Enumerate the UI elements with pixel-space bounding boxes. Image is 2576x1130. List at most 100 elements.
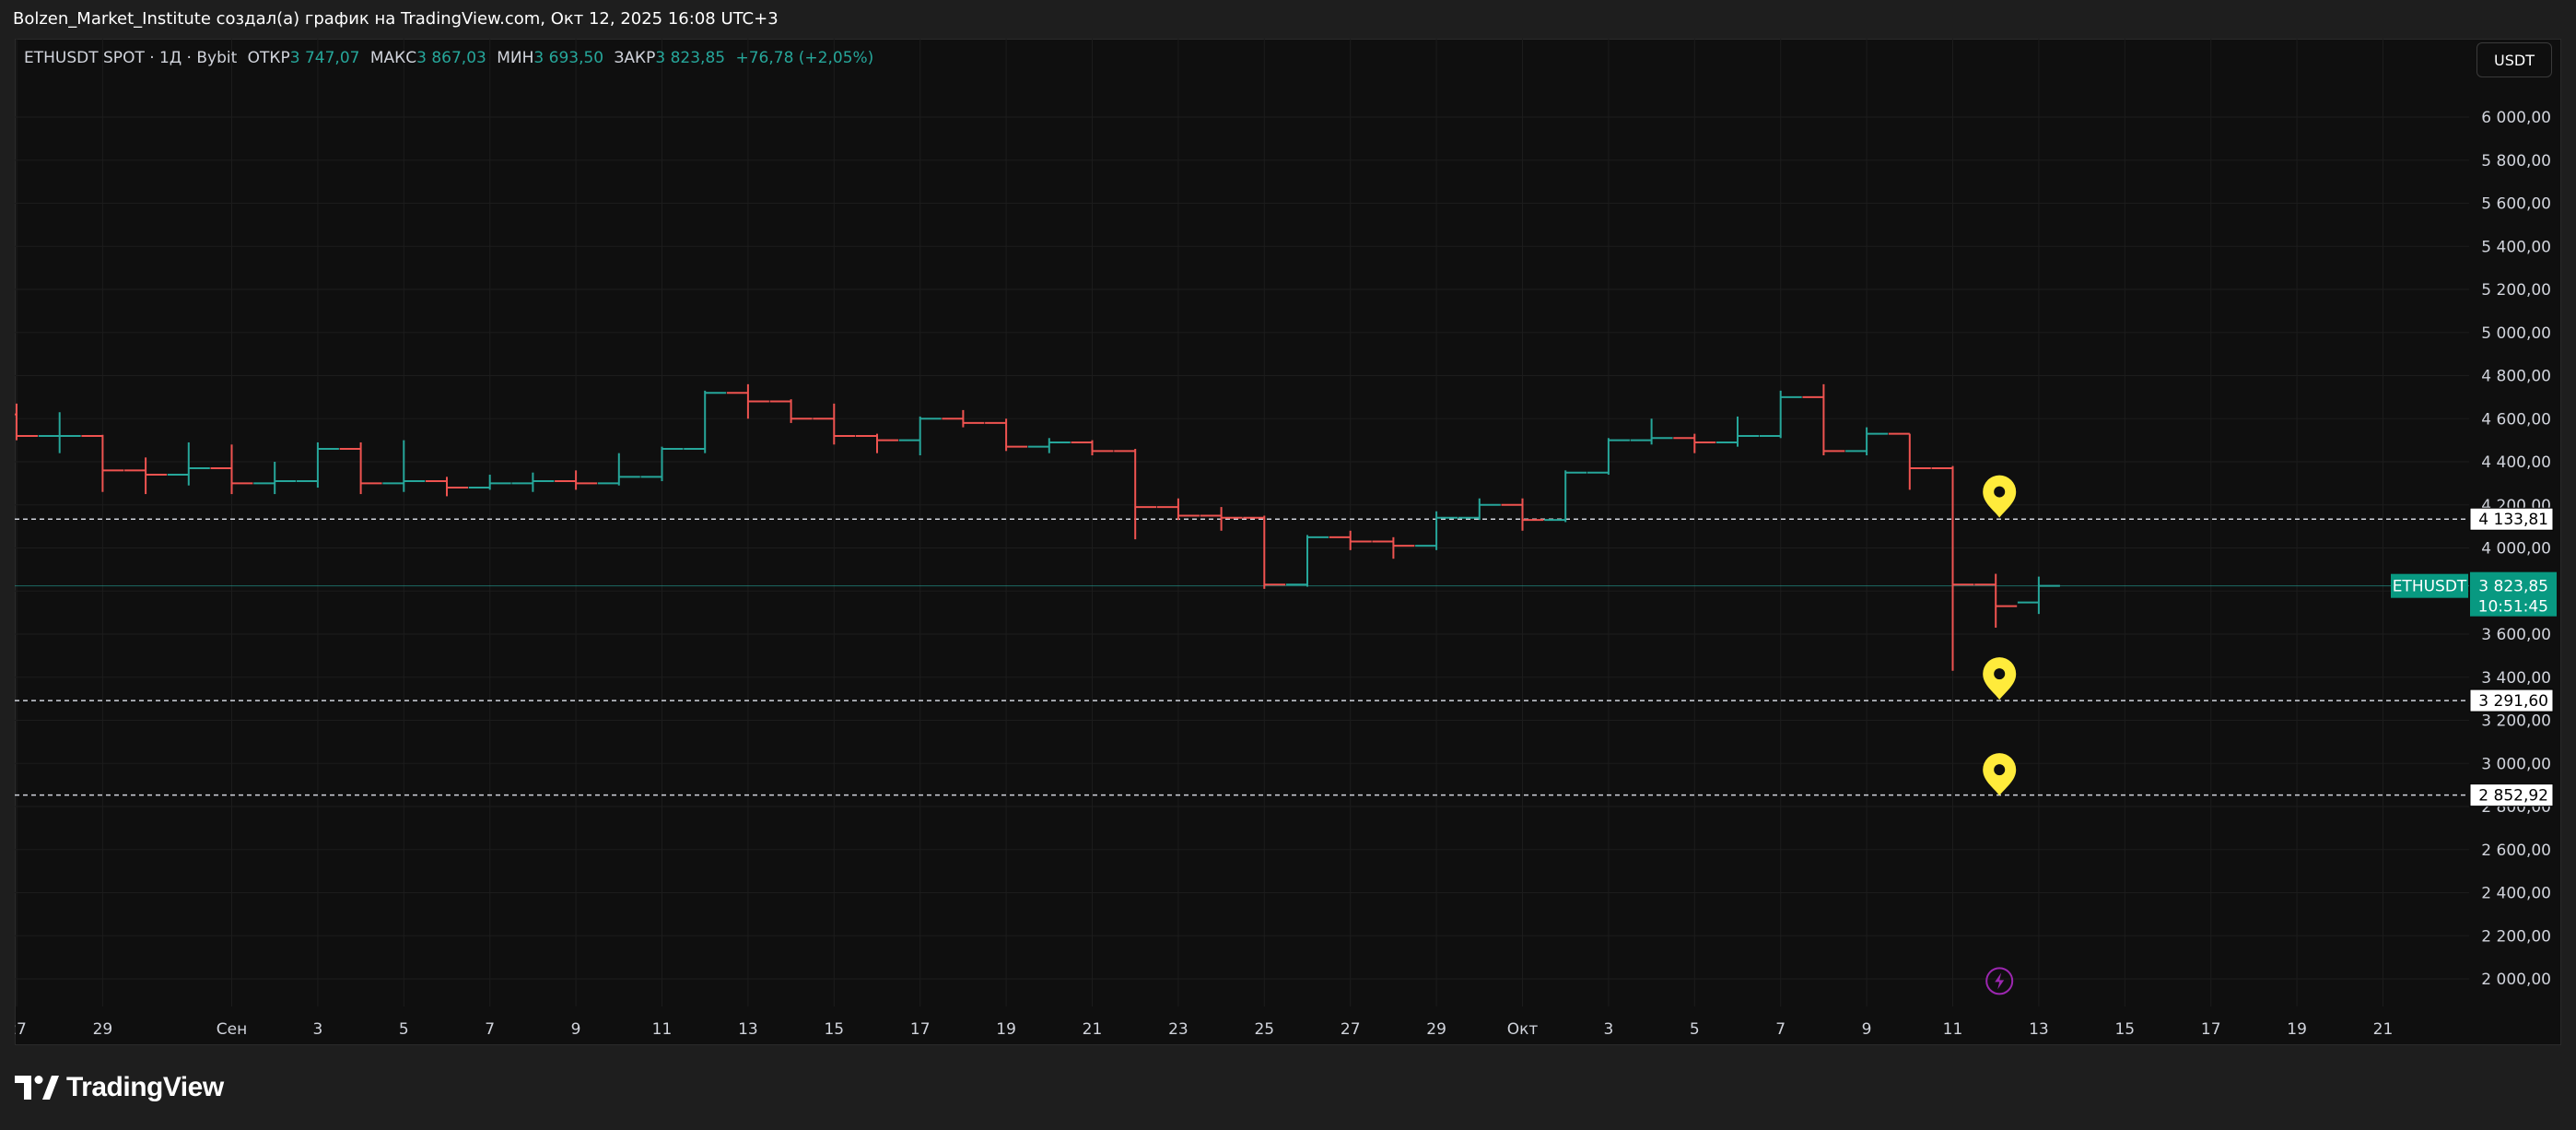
ohlc-bar xyxy=(1501,498,1544,531)
time-axis-tick: 17 xyxy=(2201,1020,2221,1039)
level-price-tag-bg xyxy=(2469,689,2554,712)
pin-icon[interactable] xyxy=(1983,475,2017,518)
currency-button[interactable]: USDT xyxy=(2476,42,2552,77)
ohlc-bar xyxy=(942,409,985,428)
pin-icon-dot xyxy=(1994,764,2006,776)
price-tags: 4 133,81 3 291,60 2 852,92 ETHUSDT 3 823,85 1… xyxy=(2391,507,2557,807)
ohlc-bar xyxy=(856,433,898,453)
ohlc-bar xyxy=(1888,432,1931,490)
level-price-tag: 3 291,60 xyxy=(2469,689,2554,712)
ohlc-bar xyxy=(124,457,168,495)
ohlc-bar xyxy=(1716,416,1759,447)
time-axis-tick: 9 xyxy=(571,1020,581,1039)
ohlc-bar xyxy=(1071,440,1114,455)
ohlc-bar xyxy=(1630,418,1673,445)
level-price-tag: 4 133,81 xyxy=(2469,507,2554,531)
ohlc-bar xyxy=(1027,438,1071,453)
ohlc-bar xyxy=(684,390,727,453)
time-axis[interactable]: 27 29 Сен 3 5 7 9 11 13 15 17 19 21 23 25 27 29 Окт 3 5 7 9 11… xyxy=(15,1020,2393,1039)
price-axis-tick: 6 000,00 xyxy=(2481,109,2551,127)
ohlc-bars xyxy=(15,383,2060,671)
ohlc-bar xyxy=(726,383,769,419)
ohlc-bar xyxy=(555,470,598,490)
legend-high-value: 3 867,03 xyxy=(416,49,486,67)
footer: TradingView xyxy=(15,1069,224,1106)
level-price-tag-bg xyxy=(2469,507,2554,531)
time-axis-tick: 23 xyxy=(1168,1020,1188,1039)
price-axis-tick: 4 000,00 xyxy=(2481,540,2551,559)
grid xyxy=(15,39,2469,1006)
ohlc-bar xyxy=(1544,470,1587,523)
price-axis-tick: 5 800,00 xyxy=(2481,152,2551,171)
time-axis-tick: 19 xyxy=(2287,1020,2307,1039)
time-axis-tick: 5 xyxy=(399,1020,409,1039)
ohlc-bar xyxy=(813,403,856,445)
lightning-icon-ring xyxy=(1985,967,2014,995)
lightning-icon-bolt xyxy=(1995,972,2005,990)
ohlc-bar xyxy=(769,399,813,423)
level-price-tag-bg xyxy=(2469,783,2554,807)
level-price-tag-text: 3 291,60 xyxy=(2478,692,2548,711)
time-axis-tick: 13 xyxy=(738,1020,758,1039)
chart-author-title: Bolzen_Market_Institute создал(а) график… xyxy=(13,9,779,29)
price-axis-tick: 2 600,00 xyxy=(2481,842,2551,860)
time-axis-tick: 3 xyxy=(1603,1020,1613,1039)
ohlc-bar xyxy=(1759,390,1802,439)
tradingview-logo-text: TradingView xyxy=(66,1072,224,1102)
time-axis-tick: 5 xyxy=(1690,1020,1700,1039)
ohlc-bar xyxy=(1931,465,1974,671)
legend-symbol[interactable]: ETHUSDT SPOT · 1Д · Bybit xyxy=(24,49,238,67)
legend-change: +76,78 (+2,05%) xyxy=(735,49,874,67)
time-axis-tick: 29 xyxy=(93,1020,113,1039)
ohlc-bar xyxy=(296,441,339,488)
ohlc-bar xyxy=(38,412,81,453)
price-axis-tick: 3 400,00 xyxy=(2481,669,2551,688)
price-axis-tick: 5 200,00 xyxy=(2481,281,2551,300)
ohlc-bar xyxy=(1114,448,1157,540)
ohlc-bar xyxy=(339,441,382,495)
ohlc-bar xyxy=(253,462,297,495)
ohlc-bar xyxy=(1458,498,1501,521)
ohlc-bar xyxy=(1845,427,1889,455)
pin-icon[interactable] xyxy=(1983,753,2017,796)
price-axis-tick: 4 800,00 xyxy=(2481,368,2551,386)
ohlc-bar xyxy=(210,444,253,495)
time-axis-tick: 21 xyxy=(2373,1020,2394,1039)
ohlc-bar xyxy=(468,475,511,490)
chart-plot[interactable]: 2 000,002 200,002 400,002 600,002 800,00… xyxy=(15,39,2561,1045)
time-axis-tick: 7 xyxy=(485,1020,495,1039)
markers[interactable] xyxy=(1983,475,2017,995)
legend-high-label: МАКС xyxy=(369,49,417,67)
legend-open-label: ОТКР xyxy=(247,49,290,67)
ohlc-bar xyxy=(597,453,640,486)
price-axis-tick: 2 200,00 xyxy=(2481,927,2551,946)
time-axis-tick: 9 xyxy=(1862,1020,1872,1039)
ohlc-bar xyxy=(81,434,124,492)
chart-panel[interactable] xyxy=(15,39,2561,1045)
pin-icon-dot xyxy=(1994,486,2006,498)
pin-icon[interactable] xyxy=(1983,657,2017,700)
ohlc-bar xyxy=(640,446,684,482)
top-bar: Bolzen_Market_Institute создал(а) график… xyxy=(0,0,2576,39)
ohlc-bar xyxy=(898,416,942,455)
ohlc-bar xyxy=(1673,433,1716,453)
price-axis-tick: 2 000,00 xyxy=(2481,971,2551,989)
lightning-icon[interactable] xyxy=(1985,967,2014,995)
price-axis-tick: 3 600,00 xyxy=(2481,626,2551,644)
level-price-tag: 2 852,92 xyxy=(2469,783,2554,807)
price-axis-tick: 5 000,00 xyxy=(2481,324,2551,343)
legend-low-label: МИН xyxy=(497,49,534,67)
time-axis-tick: 27 xyxy=(1341,1020,1361,1039)
price-axis-tick: 3 200,00 xyxy=(2481,712,2551,731)
ohlc-bar xyxy=(15,403,38,441)
time-axis-tick: 21 xyxy=(1083,1020,1103,1039)
time-axis-tick: 15 xyxy=(824,1020,844,1039)
legend-close-value: 3 823,85 xyxy=(655,49,726,67)
ohlc-bar xyxy=(1974,573,2018,628)
time-axis-tick: 11 xyxy=(1943,1020,1963,1039)
price-tag-bg xyxy=(2470,571,2557,617)
price-axis-tick: 4 400,00 xyxy=(2481,453,2551,472)
time-axis-tick: 15 xyxy=(2114,1020,2135,1039)
time-axis-tick: 7 xyxy=(1775,1020,1786,1039)
price-axis[interactable]: 2 000,002 200,002 400,002 600,002 800,00… xyxy=(2481,109,2551,989)
